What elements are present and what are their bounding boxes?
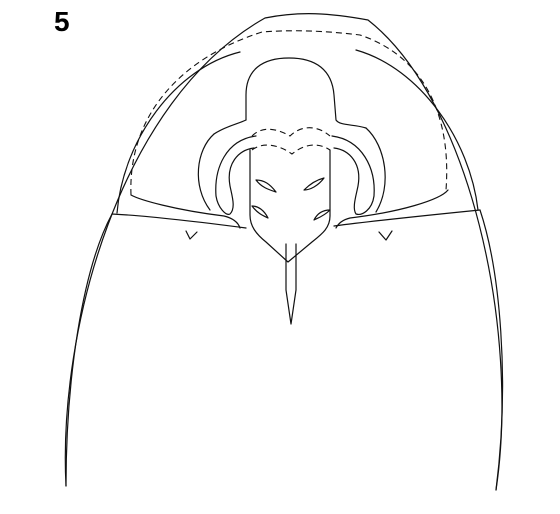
dashed-border-furrow (130, 30, 448, 196)
right-cheek-inner-border (335, 49, 479, 229)
glabellar-notch-right-1 (303, 177, 325, 191)
right-eye-rim (365, 127, 386, 213)
glabella-left-shoulder (213, 119, 247, 135)
left-posterior-border (111, 213, 247, 229)
left-eye (215, 135, 257, 215)
left-genal-spine (65, 213, 113, 487)
occipital-region (249, 149, 331, 263)
glabella (245, 57, 367, 129)
cephalon-outer-border (64, 13, 503, 491)
glabellar-notch-left-2 (251, 205, 269, 219)
right-genal-node (378, 230, 393, 241)
glabellar-furrow-lower (251, 144, 331, 155)
glabellar-notch-left-1 (255, 179, 277, 193)
right-genal-spine (479, 209, 504, 491)
left-cheek-inner-border (116, 51, 241, 229)
left-genal-node (185, 230, 198, 240)
left-eye-rim (197, 133, 215, 211)
figure-panel-label: 5 (54, 6, 70, 37)
right-posterior-border (333, 209, 481, 227)
occipital-spine (285, 243, 297, 325)
glabellar-furrow-upper (251, 127, 331, 137)
glabellar-notch-right-2 (313, 209, 331, 221)
right-eye (331, 135, 375, 215)
